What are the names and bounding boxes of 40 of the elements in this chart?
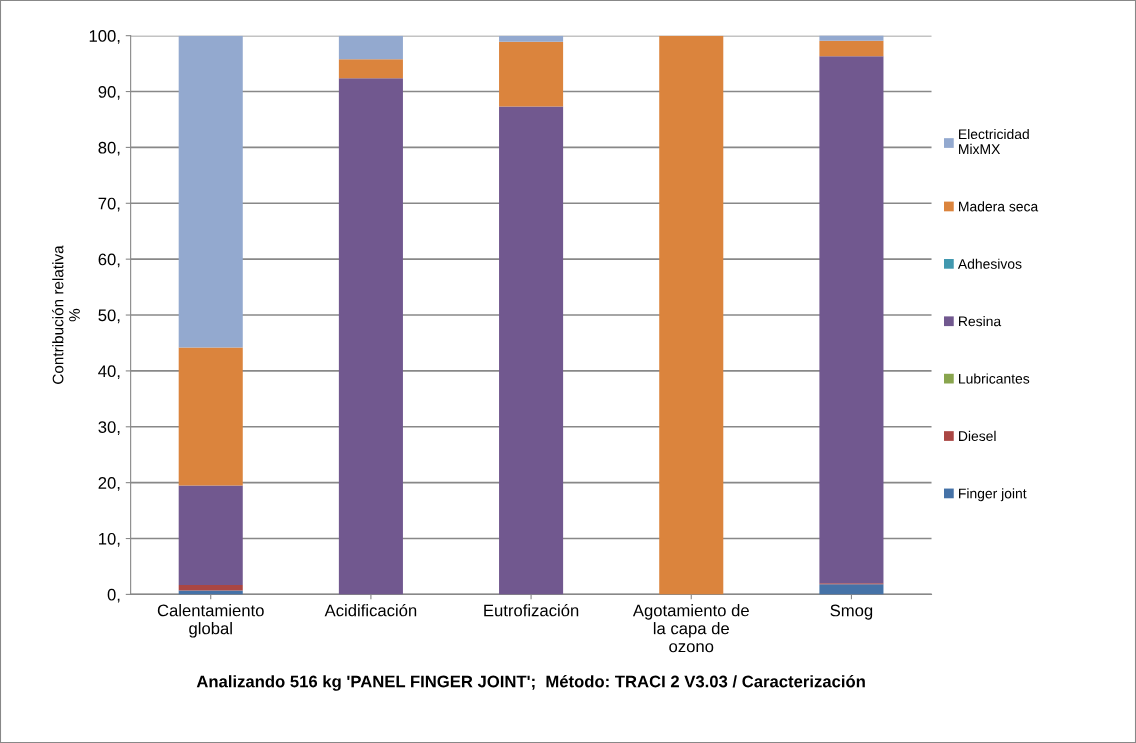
y-tick-label: 20, [98, 477, 120, 491]
x-axis-title: Analizando 516 kg 'PANEL FINGER JOINT'; Método: TRACI 2 V3.03 / Caracterización [196, 675, 865, 691]
legend-label: Adhesivos [957, 258, 1022, 269]
x-tick-label: Agotamiento de la capa de ozono [632, 604, 749, 653]
legend-label: Electricidad MixMX [959, 128, 1029, 154]
legend-label: Madera seca [959, 201, 1039, 212]
y-tick-label: 90, [98, 85, 120, 100]
x-tick-label: Calentamiento global [157, 604, 264, 638]
legend-label: Lubricantes [959, 373, 1030, 384]
y-tick-label: 80, [98, 141, 120, 156]
bar [499, 106, 564, 595]
y-tick-label: 60, [98, 253, 120, 268]
bar [499, 41, 564, 107]
bar [338, 59, 403, 79]
x-tick-label: Eutrofización [484, 603, 579, 617]
y-tick-label: 0, [107, 588, 120, 603]
bar [819, 40, 884, 57]
legend-label: Resina [959, 316, 1002, 327]
y-tick-label: 40, [98, 365, 120, 380]
x-tick-label: Acidificación [324, 603, 417, 617]
bar [819, 35, 884, 41]
bar [659, 35, 724, 595]
y-tick-label: 30, [98, 421, 120, 435]
bar [338, 78, 403, 595]
bar [178, 347, 243, 486]
y-tick-label: 50, [98, 309, 120, 324]
y-tick-label: 100, [89, 30, 120, 44]
bar [338, 35, 403, 60]
legend-label: Diesel [959, 430, 996, 442]
bar [499, 35, 564, 42]
bar [819, 584, 884, 595]
bar [178, 590, 243, 595]
bar [819, 56, 884, 584]
legend-label: Finger joint [959, 488, 1027, 502]
y-tick-label: 70, [98, 197, 120, 212]
y-axis-title: Contribución relativa % [52, 245, 80, 384]
x-tick-label: Smog [830, 604, 873, 620]
bar [178, 35, 243, 348]
y-tick-label: 10, [99, 532, 120, 547]
bar [178, 485, 243, 585]
